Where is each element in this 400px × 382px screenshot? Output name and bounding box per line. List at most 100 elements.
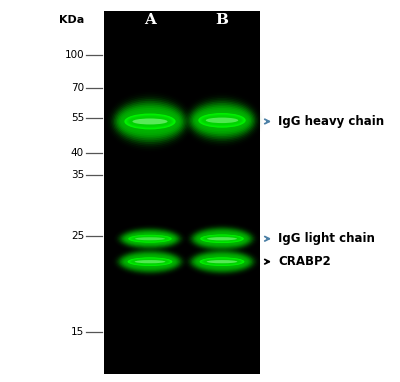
Ellipse shape: [207, 237, 237, 240]
Ellipse shape: [118, 106, 182, 137]
Ellipse shape: [132, 118, 168, 125]
Ellipse shape: [194, 253, 250, 270]
Ellipse shape: [196, 231, 248, 246]
Ellipse shape: [189, 249, 255, 274]
Ellipse shape: [190, 103, 254, 138]
Text: B: B: [216, 13, 228, 28]
Ellipse shape: [132, 259, 168, 264]
Ellipse shape: [130, 235, 170, 242]
Ellipse shape: [201, 115, 243, 126]
Ellipse shape: [111, 97, 189, 146]
Ellipse shape: [118, 228, 182, 250]
Ellipse shape: [207, 260, 237, 263]
Text: KDa: KDa: [59, 15, 84, 25]
Ellipse shape: [131, 259, 169, 265]
Ellipse shape: [127, 234, 173, 244]
Ellipse shape: [196, 110, 248, 131]
Ellipse shape: [204, 236, 240, 241]
Ellipse shape: [129, 235, 171, 242]
Ellipse shape: [121, 229, 179, 248]
Text: 35: 35: [71, 170, 84, 180]
Ellipse shape: [189, 101, 255, 139]
Ellipse shape: [192, 251, 252, 272]
Ellipse shape: [200, 257, 244, 266]
Ellipse shape: [114, 101, 186, 142]
Ellipse shape: [128, 116, 172, 127]
Ellipse shape: [203, 116, 241, 125]
Ellipse shape: [204, 259, 240, 264]
Ellipse shape: [125, 255, 175, 268]
Ellipse shape: [200, 114, 244, 127]
Text: 55: 55: [71, 113, 84, 123]
Ellipse shape: [197, 255, 247, 268]
Ellipse shape: [201, 258, 243, 265]
Ellipse shape: [200, 257, 244, 266]
Ellipse shape: [193, 253, 251, 271]
Bar: [104, 11, 260, 374]
Ellipse shape: [124, 113, 176, 129]
Ellipse shape: [192, 105, 252, 136]
Ellipse shape: [200, 235, 244, 243]
Ellipse shape: [188, 249, 256, 275]
Text: 15: 15: [71, 327, 84, 337]
Ellipse shape: [206, 118, 238, 123]
Ellipse shape: [135, 260, 165, 263]
Text: IgG heavy chain: IgG heavy chain: [278, 115, 384, 128]
Ellipse shape: [120, 228, 180, 249]
Ellipse shape: [198, 232, 246, 245]
Ellipse shape: [135, 237, 165, 240]
Ellipse shape: [191, 251, 253, 273]
Ellipse shape: [188, 225, 256, 253]
Ellipse shape: [130, 258, 170, 265]
Ellipse shape: [190, 227, 254, 251]
Text: CRABP2: CRABP2: [278, 255, 331, 268]
Ellipse shape: [123, 231, 177, 246]
Ellipse shape: [131, 236, 169, 242]
Ellipse shape: [115, 248, 185, 276]
Ellipse shape: [126, 115, 174, 128]
Ellipse shape: [108, 94, 192, 149]
Ellipse shape: [119, 251, 181, 273]
Ellipse shape: [194, 108, 250, 133]
Ellipse shape: [117, 249, 183, 274]
Ellipse shape: [202, 258, 242, 265]
Ellipse shape: [201, 115, 243, 126]
Ellipse shape: [192, 228, 252, 250]
Ellipse shape: [202, 115, 242, 125]
Ellipse shape: [122, 253, 178, 270]
Ellipse shape: [116, 103, 184, 140]
Ellipse shape: [129, 258, 171, 265]
Text: 100: 100: [64, 50, 84, 60]
Ellipse shape: [128, 116, 172, 127]
Ellipse shape: [124, 254, 176, 269]
Ellipse shape: [110, 96, 190, 147]
Ellipse shape: [130, 259, 170, 265]
Ellipse shape: [129, 235, 171, 243]
Ellipse shape: [132, 236, 168, 241]
Ellipse shape: [129, 258, 171, 265]
Ellipse shape: [196, 254, 248, 269]
Text: 25: 25: [71, 231, 84, 241]
Ellipse shape: [193, 106, 251, 134]
Ellipse shape: [204, 236, 240, 242]
Ellipse shape: [120, 108, 180, 135]
Ellipse shape: [201, 235, 243, 243]
Ellipse shape: [121, 253, 179, 271]
Ellipse shape: [130, 236, 170, 242]
Ellipse shape: [116, 249, 184, 275]
Text: IgG light chain: IgG light chain: [278, 232, 375, 245]
Ellipse shape: [129, 117, 171, 126]
Ellipse shape: [123, 112, 177, 131]
Ellipse shape: [125, 114, 175, 129]
Ellipse shape: [117, 104, 183, 139]
Ellipse shape: [197, 111, 247, 129]
Ellipse shape: [186, 98, 258, 143]
Ellipse shape: [116, 226, 184, 252]
Ellipse shape: [202, 235, 242, 242]
Ellipse shape: [127, 115, 173, 128]
Ellipse shape: [193, 228, 251, 249]
Ellipse shape: [128, 257, 172, 266]
Ellipse shape: [126, 256, 174, 267]
Text: A: A: [144, 13, 156, 28]
Ellipse shape: [202, 259, 242, 265]
